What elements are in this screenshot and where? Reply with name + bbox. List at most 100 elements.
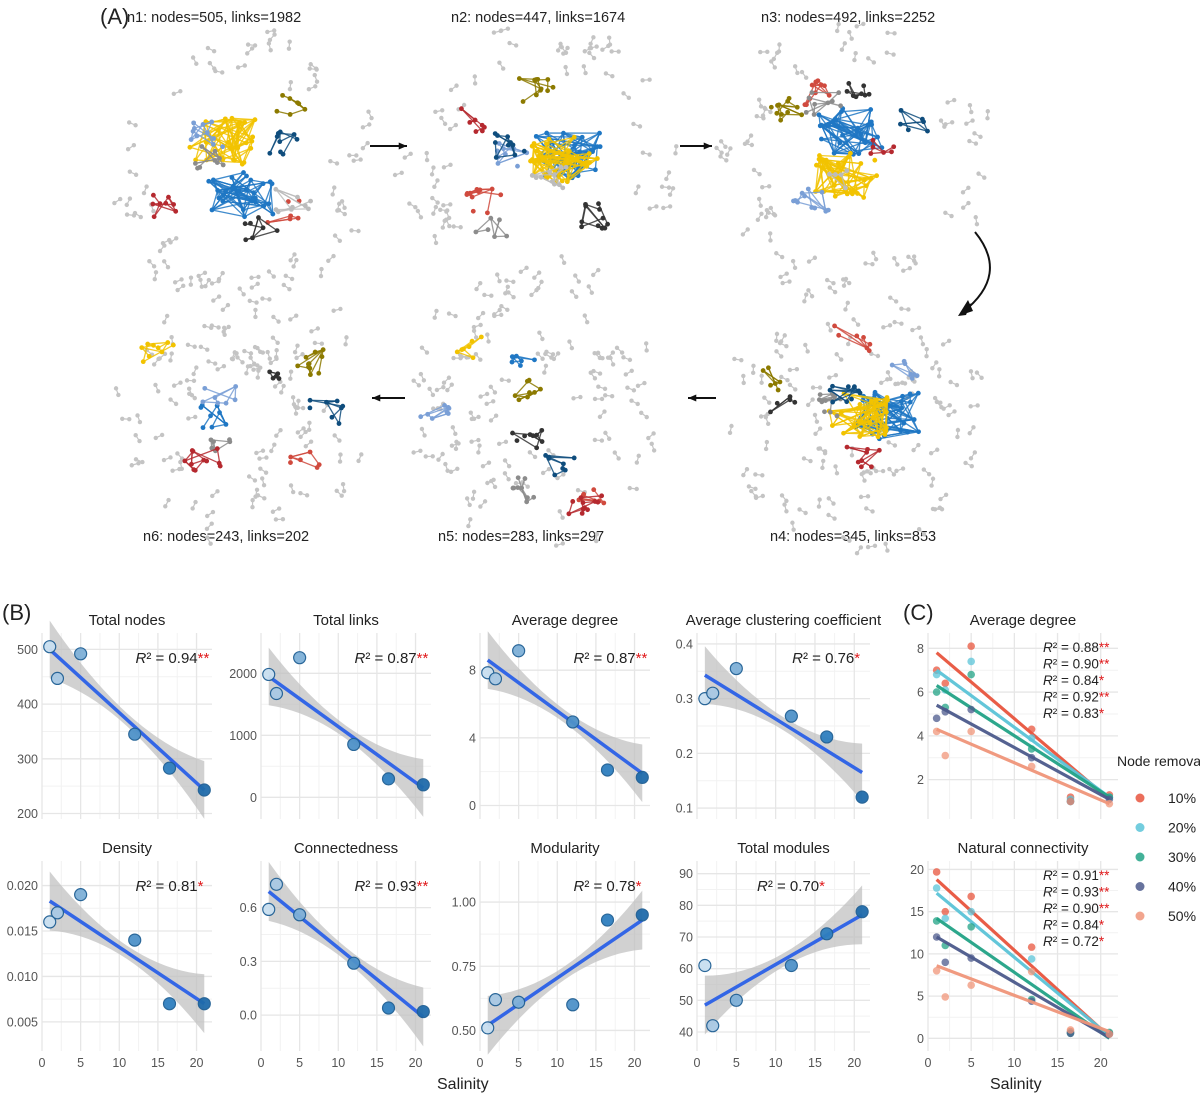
isolated-node xyxy=(131,213,137,218)
x-tick-label: 15 xyxy=(589,1056,603,1070)
module-node xyxy=(165,340,171,345)
isolated-node xyxy=(335,208,340,213)
isolated-node xyxy=(332,433,337,438)
data-point xyxy=(262,902,276,916)
module-link xyxy=(823,152,851,192)
module-link xyxy=(865,175,878,187)
module-node xyxy=(223,422,229,427)
isolated-node xyxy=(616,456,621,461)
module-node xyxy=(302,203,308,209)
isolated-node xyxy=(938,118,944,123)
isolated-node xyxy=(985,109,991,114)
isolated-node xyxy=(795,70,800,76)
module-link xyxy=(243,148,252,163)
module-node xyxy=(832,172,838,177)
module-node xyxy=(816,397,822,403)
isolated-node xyxy=(475,315,481,321)
module-cluster xyxy=(492,131,527,160)
module-node xyxy=(269,181,275,187)
isolated-node xyxy=(801,456,807,461)
isolated-node xyxy=(511,294,516,300)
isolated-node xyxy=(296,398,301,404)
isolated-node xyxy=(792,265,798,271)
isolated-node xyxy=(252,478,258,483)
module-node xyxy=(597,130,602,136)
isolated-node xyxy=(609,394,615,399)
isolated-node xyxy=(441,380,447,385)
arrow-n2-n3 xyxy=(680,142,712,150)
isolated-node xyxy=(758,49,763,55)
isolated-node xyxy=(260,476,265,481)
module-node xyxy=(173,208,179,214)
isolated-node xyxy=(205,535,210,540)
isolated-node xyxy=(976,171,981,176)
module-node xyxy=(498,192,504,198)
isolated-node xyxy=(298,490,303,496)
isolated-node xyxy=(260,448,266,453)
module-link xyxy=(490,217,508,237)
module-cluster xyxy=(459,106,487,134)
isolated-node xyxy=(202,270,208,276)
module-node xyxy=(854,333,860,339)
isolated-node xyxy=(418,371,424,377)
isolated-node xyxy=(286,46,292,51)
module-node xyxy=(204,458,210,464)
module-node xyxy=(806,95,812,101)
x-tick-label: 10 xyxy=(769,1056,783,1070)
module-node xyxy=(520,99,526,104)
x-tick-label: 20 xyxy=(628,1056,642,1070)
isolated-node xyxy=(790,520,795,525)
isolated-node xyxy=(871,250,876,256)
legend-swatch xyxy=(1135,852,1145,862)
isolated-node xyxy=(586,284,591,289)
isolated-node xyxy=(478,394,483,399)
module-cluster xyxy=(150,192,179,220)
module-link xyxy=(820,124,835,154)
isolated-node xyxy=(805,349,810,354)
isolated-node xyxy=(116,392,121,398)
data-point xyxy=(600,763,615,777)
module-node xyxy=(870,144,876,150)
isolated-node xyxy=(887,466,892,472)
isolated-node xyxy=(963,460,968,466)
isolated-node xyxy=(124,202,129,208)
module-node xyxy=(832,182,837,188)
isolated-node xyxy=(341,488,347,494)
isolated-node xyxy=(169,335,174,340)
module-link xyxy=(860,401,872,434)
isolated-node xyxy=(892,319,897,325)
module-node xyxy=(905,127,911,133)
isolated-node xyxy=(276,319,281,324)
data-point xyxy=(1027,955,1036,963)
isolated-node xyxy=(278,427,283,433)
isolated-node xyxy=(745,227,750,232)
isolated-node xyxy=(307,420,312,426)
x-tick-label: 0 xyxy=(258,1056,265,1070)
module-link xyxy=(833,136,878,154)
module-node xyxy=(862,177,867,183)
y-tick-label: 90 xyxy=(679,867,693,881)
module-link xyxy=(532,155,540,176)
module-node xyxy=(855,406,861,411)
module-link xyxy=(224,118,236,161)
isolated-node xyxy=(431,165,436,170)
isolated-node xyxy=(294,313,299,318)
module-node xyxy=(919,116,925,122)
isolated-node xyxy=(442,218,447,224)
isolated-node xyxy=(505,307,510,313)
r-squared-label: R² = 0.93** xyxy=(1043,885,1110,900)
module-node xyxy=(159,349,165,355)
data-point xyxy=(1027,943,1036,951)
isolated-node xyxy=(275,340,280,346)
module-node xyxy=(774,110,780,116)
isolated-node xyxy=(495,272,500,277)
module-node xyxy=(256,215,261,220)
module-node xyxy=(905,429,910,435)
isolated-node xyxy=(841,535,846,540)
module-node xyxy=(338,405,344,411)
module-node xyxy=(514,353,519,359)
module-node xyxy=(831,150,837,156)
isolated-node xyxy=(486,339,491,344)
module-link xyxy=(250,179,274,215)
module-node xyxy=(217,156,222,161)
